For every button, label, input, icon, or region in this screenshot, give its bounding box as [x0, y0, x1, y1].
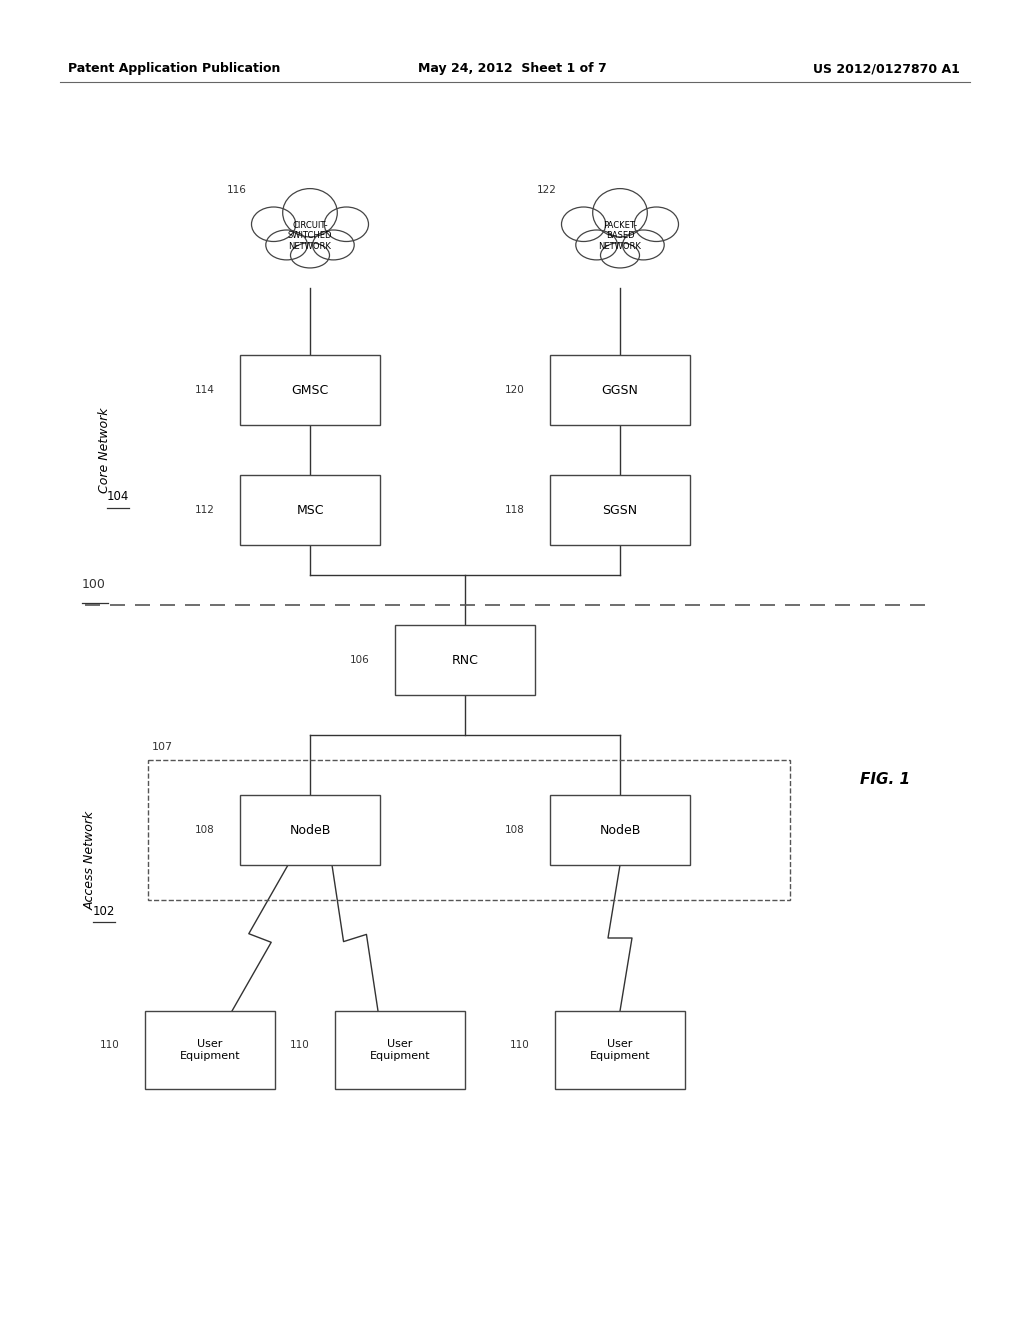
Ellipse shape — [561, 207, 606, 242]
Text: 118: 118 — [505, 506, 525, 515]
FancyBboxPatch shape — [555, 1011, 685, 1089]
Text: 112: 112 — [195, 506, 215, 515]
Text: 116: 116 — [227, 185, 247, 195]
Ellipse shape — [593, 189, 647, 236]
Text: NodeB: NodeB — [599, 824, 641, 837]
Ellipse shape — [312, 230, 354, 260]
Text: Access Network: Access Network — [84, 810, 96, 909]
Text: 110: 110 — [290, 1040, 309, 1049]
Text: 107: 107 — [152, 742, 173, 752]
Bar — [148, 760, 790, 900]
Text: NodeB: NodeB — [290, 824, 331, 837]
Text: PACKET-
BASED
NETWORK: PACKET- BASED NETWORK — [599, 220, 641, 251]
Text: 122: 122 — [537, 185, 557, 195]
Text: CIRCUIT-
SWITCHED
NETWORK: CIRCUIT- SWITCHED NETWORK — [288, 220, 332, 251]
FancyBboxPatch shape — [145, 1011, 275, 1089]
Ellipse shape — [600, 243, 640, 268]
Text: MSC: MSC — [296, 503, 324, 516]
Text: FIG. 1: FIG. 1 — [860, 772, 910, 788]
Ellipse shape — [623, 230, 665, 260]
Text: 110: 110 — [100, 1040, 120, 1049]
FancyBboxPatch shape — [550, 475, 690, 545]
Text: 102: 102 — [93, 906, 115, 917]
Ellipse shape — [575, 230, 617, 260]
Ellipse shape — [634, 207, 679, 242]
Text: RNC: RNC — [452, 653, 478, 667]
Ellipse shape — [283, 189, 337, 236]
Text: Patent Application Publication: Patent Application Publication — [68, 62, 281, 75]
Text: Core Network: Core Network — [98, 408, 112, 492]
Text: 106: 106 — [350, 655, 370, 665]
Text: 120: 120 — [505, 385, 524, 395]
Ellipse shape — [266, 230, 307, 260]
FancyBboxPatch shape — [240, 475, 380, 545]
Text: User
Equipment: User Equipment — [590, 1039, 650, 1061]
FancyBboxPatch shape — [550, 355, 690, 425]
Ellipse shape — [291, 243, 330, 268]
Text: User
Equipment: User Equipment — [370, 1039, 430, 1061]
Text: US 2012/0127870 A1: US 2012/0127870 A1 — [813, 62, 961, 75]
Text: 104: 104 — [106, 490, 129, 503]
FancyBboxPatch shape — [240, 795, 380, 865]
Ellipse shape — [252, 207, 296, 242]
Text: 110: 110 — [510, 1040, 529, 1049]
Text: May 24, 2012  Sheet 1 of 7: May 24, 2012 Sheet 1 of 7 — [418, 62, 606, 75]
FancyBboxPatch shape — [335, 1011, 465, 1089]
Text: GGSN: GGSN — [601, 384, 638, 396]
Text: 114: 114 — [195, 385, 215, 395]
FancyBboxPatch shape — [550, 795, 690, 865]
FancyBboxPatch shape — [240, 355, 380, 425]
Text: 108: 108 — [195, 825, 215, 836]
Text: SGSN: SGSN — [602, 503, 638, 516]
Text: User
Equipment: User Equipment — [179, 1039, 241, 1061]
Ellipse shape — [325, 207, 369, 242]
FancyBboxPatch shape — [395, 624, 535, 696]
Text: GMSC: GMSC — [292, 384, 329, 396]
Text: 100: 100 — [82, 578, 105, 591]
Text: 108: 108 — [505, 825, 524, 836]
